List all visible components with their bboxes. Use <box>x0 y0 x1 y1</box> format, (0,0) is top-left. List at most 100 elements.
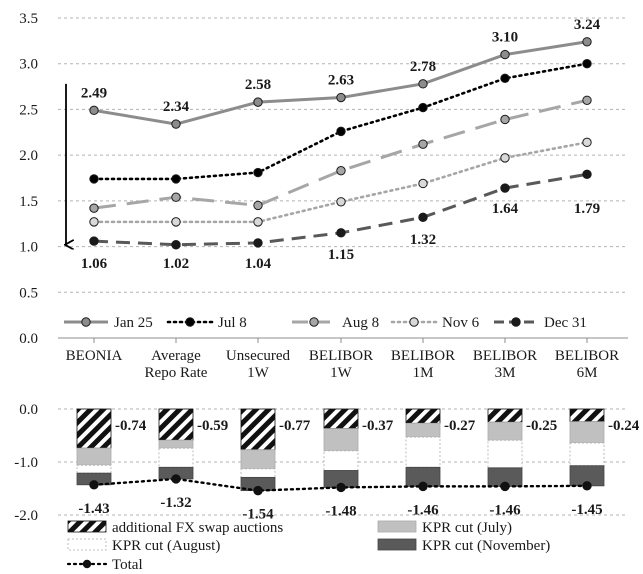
legend-label-jan-25: Jan 25 <box>114 315 153 331</box>
x-tick-label: Repo Rate <box>145 365 208 381</box>
point-jan-25 <box>500 49 510 60</box>
data-label-jan-25: 3.10 <box>492 30 518 46</box>
data-label-dec-31: 1.02 <box>163 256 189 272</box>
y-tick-label: 3.0 <box>19 57 38 73</box>
y-tick-label: 2.0 <box>19 148 38 164</box>
point-nov-6 <box>500 153 510 163</box>
bar-segment-kpr-cut-july <box>76 447 112 466</box>
legend-label-aug-8: Aug 8 <box>342 315 379 331</box>
series-line-aug-8 <box>93 98 588 210</box>
data-label-jan-25: 3.24 <box>574 17 601 33</box>
point-jul-8 <box>253 167 263 178</box>
y-tick-label: -1.0 <box>14 455 38 471</box>
data-label-total: -1.46 <box>407 502 439 518</box>
yield-curve-line-chart: 0.0 0.5 1.0 1.5 2.0 2.5 3.0 3.5 BEONIA AverageRep… <box>19 11 628 381</box>
legend-label-kpr-cut-august: KPR cut (August) <box>112 538 220 554</box>
data-label-jan-25: 2.78 <box>410 59 436 75</box>
total-point <box>89 480 99 490</box>
point-jan-25 <box>89 105 99 116</box>
bar-segment-additional-fx-swap-auctions <box>323 408 359 430</box>
point-nov-6 <box>582 137 592 148</box>
legend-swatch-kpr-cut-august <box>67 538 107 551</box>
point-dec-31 <box>171 240 181 250</box>
data-label-dec-31: 1.64 <box>492 201 519 217</box>
point-jul-8 <box>336 126 346 137</box>
data-label-dec-31: 1.06 <box>81 256 108 272</box>
point-dec-31 <box>418 212 428 223</box>
data-label-jan-25: 2.49 <box>81 85 107 101</box>
data-label-dec-31: 1.04 <box>245 256 272 272</box>
x-tick-label: BELIBOR <box>309 348 373 364</box>
data-label-total: -1.48 <box>325 503 356 519</box>
bar-segment-kpr-cut-july <box>323 428 359 452</box>
legend-swatch-additional-fx-swap-auctions <box>67 520 107 533</box>
x-tick-label: Average <box>151 348 201 364</box>
x-tick-label: 1W <box>247 365 270 381</box>
point-aug-8 <box>500 114 510 125</box>
bar-segment-kpr-cut-july <box>405 422 441 438</box>
bar-segment-kpr-cut-august <box>323 450 359 471</box>
point-jan-25 <box>171 119 181 129</box>
bar-segment-kpr-cut-august <box>158 447 194 468</box>
data-label-total: -1.32 <box>160 495 191 511</box>
legend-label-kpr-cut-november: KPR cut (November) <box>422 538 550 554</box>
data-label-fx-swap: -0.77 <box>279 418 311 434</box>
legend-marker-nov-6 <box>409 317 419 327</box>
point-dec-31 <box>336 228 346 238</box>
data-label-jan-25: 2.58 <box>245 77 271 93</box>
y-tick-label: 0.0 <box>19 331 38 347</box>
data-label-fx-swap: -0.37 <box>362 418 394 434</box>
point-nov-6 <box>418 178 428 189</box>
point-aug-8 <box>418 139 428 149</box>
legend-label-nov-6: Nov 6 <box>442 315 480 331</box>
x-tick-label: 3M <box>495 365 516 381</box>
point-jan-25 <box>582 37 592 47</box>
point-aug-8 <box>336 165 346 176</box>
point-nov-6 <box>89 217 99 227</box>
legend-label-dec-31: Dec 31 <box>544 315 587 331</box>
y-tick-label: 0.5 <box>19 285 38 301</box>
legend-marker-dec-31 <box>511 317 521 327</box>
total-point <box>336 482 346 493</box>
bar-segment-additional-fx-swap-auctions <box>405 408 441 424</box>
data-label-total: -1.46 <box>489 502 521 518</box>
data-label-fx-swap: -0.59 <box>197 418 228 434</box>
data-label-total: -1.45 <box>571 502 602 518</box>
x-tick-label: BEONIA <box>66 348 123 364</box>
y-tick-label: 2.5 <box>19 102 38 118</box>
bar-segment-kpr-cut-august <box>569 442 605 467</box>
point-jul-8 <box>500 73 510 84</box>
y-tick-label: 1.5 <box>19 194 38 210</box>
legend-swatch-kpr-cut-november <box>377 538 417 551</box>
bar-segment-kpr-cut-august <box>487 439 523 469</box>
x-tick-label: 1W <box>330 365 353 381</box>
y-tick-label: -2.0 <box>14 508 38 524</box>
point-nov-6 <box>171 217 181 227</box>
total-point <box>253 485 263 496</box>
bar-segment-kpr-cut-august <box>405 436 441 468</box>
x-tick-label: Unsecured <box>226 348 291 364</box>
data-label-jan-25: 2.34 <box>163 99 190 115</box>
legend-marker-total <box>82 559 92 569</box>
bar-segment-additional-fx-swap-auctions <box>569 408 605 423</box>
legend-label-additional-fx-swap-auctions: additional FX swap auctions <box>112 520 283 536</box>
point-nov-6 <box>253 217 263 227</box>
point-jan-25 <box>336 92 346 103</box>
point-aug-8 <box>253 200 263 211</box>
point-jul-8 <box>171 174 181 184</box>
bar-segment-kpr-cut-august <box>76 464 112 474</box>
y-tick-label: 0.0 <box>19 402 38 418</box>
data-label-dec-31: 1.15 <box>328 247 354 263</box>
point-aug-8 <box>171 192 181 202</box>
x-tick-label: BELIBOR <box>391 348 455 364</box>
point-dec-31 <box>582 169 592 180</box>
x-tick-label: BELIBOR <box>555 348 619 364</box>
total-point <box>500 481 510 492</box>
point-dec-31 <box>500 183 510 193</box>
legend-label-jul-8: Jul 8 <box>218 315 247 331</box>
point-jul-8 <box>418 102 428 113</box>
point-jul-8 <box>89 174 99 184</box>
data-label-dec-31: 1.32 <box>410 232 436 248</box>
x-tick-label: 6M <box>577 365 598 381</box>
